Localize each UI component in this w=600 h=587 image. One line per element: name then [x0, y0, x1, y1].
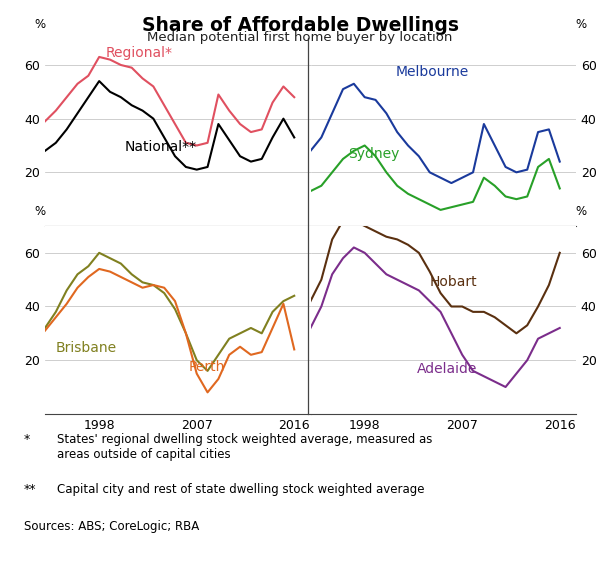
- Text: Sources: ABS; CoreLogic; RBA: Sources: ABS; CoreLogic; RBA: [24, 520, 199, 533]
- Text: *: *: [24, 433, 30, 446]
- Text: Share of Affordable Dwellings: Share of Affordable Dwellings: [142, 16, 458, 35]
- Text: States' regional dwelling stock weighted average, measured as
areas outside of c: States' regional dwelling stock weighted…: [57, 433, 433, 461]
- Text: Sydney: Sydney: [347, 147, 399, 161]
- Text: %: %: [575, 205, 587, 218]
- Text: Hobart: Hobart: [430, 275, 478, 289]
- Text: Perth: Perth: [188, 360, 225, 374]
- Text: %: %: [34, 205, 46, 218]
- Text: %: %: [34, 18, 46, 31]
- Text: %: %: [575, 18, 587, 31]
- Text: Median potential first home buyer by location: Median potential first home buyer by loc…: [148, 31, 452, 43]
- Text: Melbourne: Melbourne: [395, 65, 469, 79]
- Text: Adelaide: Adelaide: [416, 362, 477, 376]
- Text: Regional*: Regional*: [106, 46, 173, 60]
- Text: Brisbane: Brisbane: [56, 341, 117, 355]
- Text: Capital city and rest of state dwelling stock weighted average: Capital city and rest of state dwelling …: [57, 483, 425, 496]
- Text: **: **: [24, 483, 37, 496]
- Text: National**: National**: [125, 140, 197, 154]
